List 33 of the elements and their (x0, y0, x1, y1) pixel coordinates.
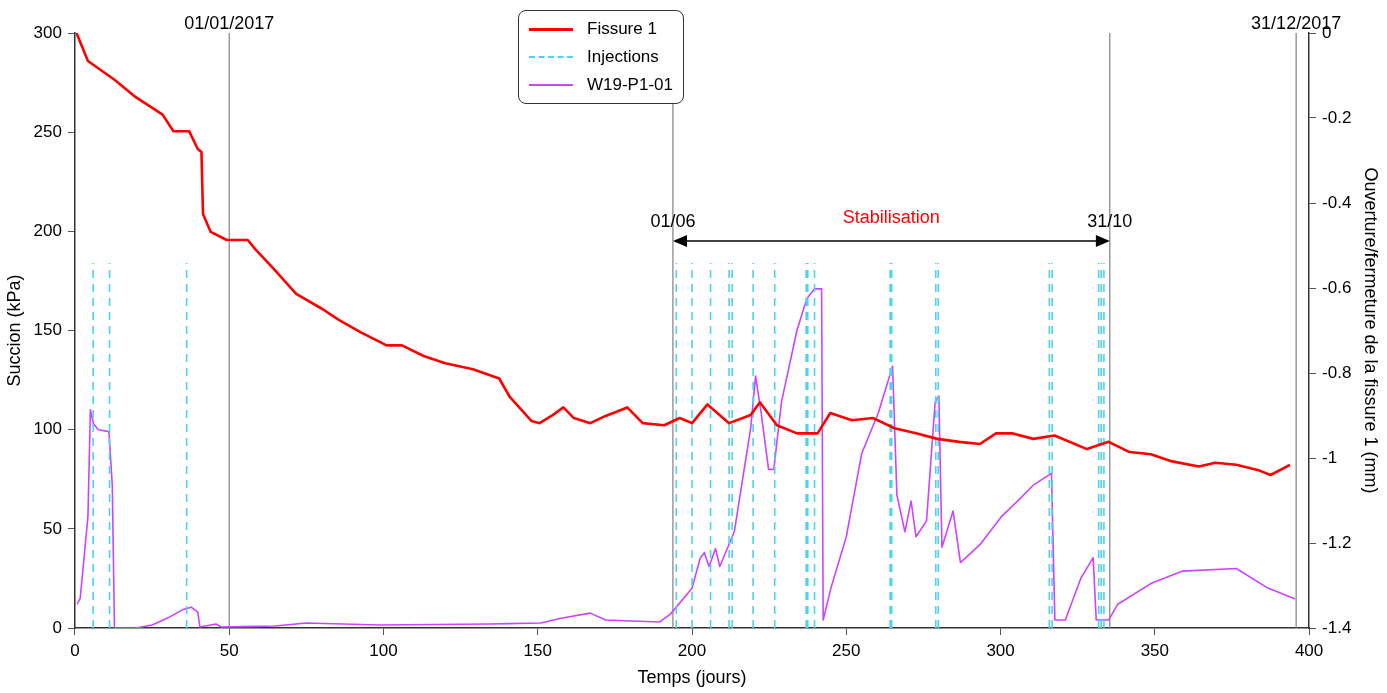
x-tick-label: 400 (1294, 640, 1324, 660)
y-tick-label: 200 (33, 221, 62, 241)
y2-tick-label: -1.4 (1322, 617, 1352, 637)
y-axis-title: Succion (kPa) (3, 274, 24, 387)
x-tick-label: 50 (219, 640, 239, 660)
x-tick-label: 0 (70, 640, 80, 660)
legend-label: Injections (587, 47, 659, 67)
legend-label: Fissure 1 (587, 19, 657, 39)
y2-tick-label: -0.8 (1322, 362, 1352, 382)
y2-tick-label: -0.6 (1322, 277, 1352, 297)
y-tick-label: 50 (43, 518, 62, 538)
x-tick-label: 350 (1140, 640, 1170, 660)
x-tick-label: 150 (523, 640, 552, 660)
y-tick-label: 100 (33, 419, 62, 439)
x-tick-label: 300 (986, 640, 1015, 660)
legend-label: W19-P1-01 (587, 75, 673, 95)
x-tick-label: 200 (677, 640, 707, 660)
annotation: 31/10 (1087, 211, 1133, 232)
y2-axis-title: Ouverture/fermeture de la fissure 1 (mm) (1361, 167, 1382, 494)
annotation: 01/01/2017 (184, 12, 275, 33)
annotation: Stabilisation (842, 207, 940, 228)
y2-tick-label: -1.2 (1322, 532, 1352, 552)
y-tick-label: 150 (33, 320, 62, 340)
annotation: 01/06 (650, 211, 696, 232)
y-tick-label: 250 (33, 121, 62, 141)
x-tick-label: 100 (369, 640, 398, 660)
y-tick-label: 0 (52, 617, 62, 637)
y2-tick-label: -0.4 (1322, 192, 1352, 212)
x-tick-label: 250 (832, 640, 861, 660)
y2-tick-label: -1 (1322, 447, 1338, 467)
y-tick-label: 300 (33, 22, 62, 42)
x-axis-title: Temps (jours) (637, 667, 747, 688)
y2-tick-label: -0.2 (1322, 107, 1352, 127)
